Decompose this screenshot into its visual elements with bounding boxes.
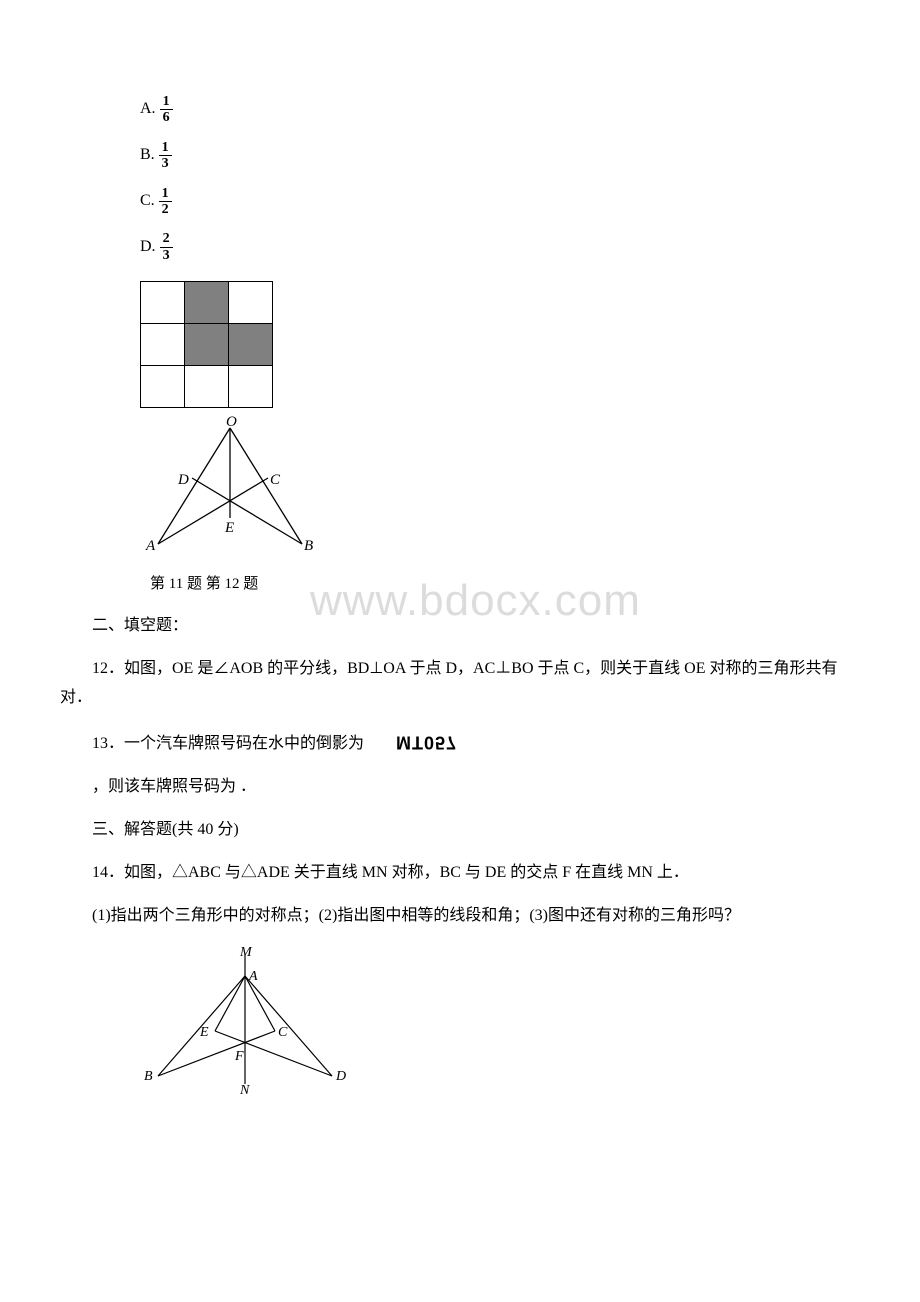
grid-cell (229, 282, 273, 324)
label-D: D (177, 472, 189, 488)
grid-cell-shaded (185, 282, 229, 324)
fraction-b-num: 1 (159, 140, 172, 156)
q12-text: 12．如图，OE 是∠AOB 的平分线，BD⊥OA 于点 D，AC⊥BO 于点 … (60, 655, 860, 713)
label-A: A (145, 538, 156, 554)
option-c: C. 1 2 (140, 186, 860, 218)
label-E: E (224, 520, 234, 536)
grid-cell (141, 282, 185, 324)
q14-triangle-figure: M A E C F B N D (140, 946, 860, 1107)
label-F: F (234, 1049, 244, 1064)
option-c-label: C. (140, 187, 155, 216)
q14-text-a: 14．如图，△ABC 与△ADE 关于直线 MN 对称，BC 与 DE 的交点 … (60, 859, 860, 888)
caption-text: 第 11 题 第 12 题 (150, 576, 258, 592)
fraction-c-num: 1 (159, 186, 172, 202)
option-b: B. 1 3 (140, 140, 860, 172)
fraction-c-den: 2 (159, 202, 172, 217)
section-2-heading: 二、填空题： (60, 612, 860, 641)
grid-cell (141, 366, 185, 408)
q12-triangle-figure: O D C E A B (140, 416, 860, 567)
fraction-b-den: 3 (159, 156, 172, 171)
caption-11-12: 第 11 题 第 12 题 www.bdocx.com (150, 571, 860, 598)
grid-cell (185, 366, 229, 408)
q12-svg: O D C E A B (140, 416, 320, 556)
option-d: D. 2 3 (140, 231, 860, 263)
grid-3x3-table (140, 281, 273, 408)
label-C: C (278, 1025, 288, 1040)
grid-cell (141, 324, 185, 366)
label-B: B (144, 1069, 153, 1084)
q14-svg: M A E C F B N D (140, 946, 350, 1096)
fraction-d-num: 2 (160, 231, 173, 247)
grid-cell-shaded (185, 324, 229, 366)
label-D: D (335, 1069, 346, 1084)
q13-line1: 13．一个汽车牌照号码在水中的倒影为MT057 (60, 726, 860, 759)
grid-cell-shaded (229, 324, 273, 366)
q14-text-b: (1)指出两个三角形中的对称点；(2)指出图中相等的线段和角；(3)图中还有对称… (60, 902, 860, 931)
label-E: E (199, 1025, 209, 1040)
q13-prefix: 13．一个汽车牌照号码在水中的倒影为 (92, 735, 364, 752)
fraction-a-num: 1 (160, 94, 173, 110)
section-3-heading: 三、解答题(共 40 分) (60, 816, 860, 845)
label-O: O (226, 416, 237, 430)
q13-mirror-text: MT057 (364, 726, 457, 758)
fraction-d: 2 3 (160, 231, 173, 263)
option-a: A. 1 6 (140, 94, 860, 126)
label-A: A (248, 969, 258, 984)
option-b-label: B. (140, 141, 155, 170)
label-M: M (239, 946, 253, 960)
option-d-label: D. (140, 233, 156, 262)
q13-line2: ，则该车牌照号码为 ． (60, 773, 860, 802)
fraction-c: 1 2 (159, 186, 172, 218)
grid-cell (229, 366, 273, 408)
fraction-a-den: 6 (160, 110, 173, 125)
fraction-b: 1 3 (159, 140, 172, 172)
label-N: N (239, 1083, 250, 1096)
fraction-d-den: 3 (160, 248, 173, 263)
grid-3x3-figure (140, 281, 860, 408)
label-C: C (270, 472, 281, 488)
option-a-label: A. (140, 95, 156, 124)
label-B: B (304, 538, 313, 554)
fraction-a: 1 6 (160, 94, 173, 126)
